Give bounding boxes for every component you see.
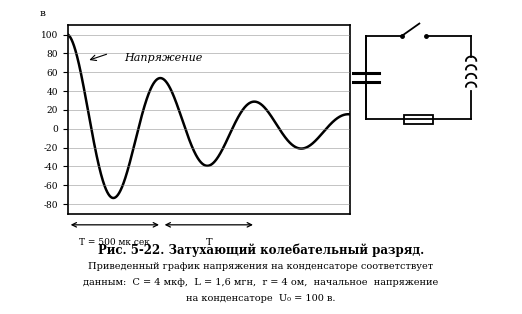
Bar (404, 115, 433, 124)
Text: Рис. 5-22. Затухающий колебательный разряд.: Рис. 5-22. Затухающий колебательный разр… (98, 243, 424, 257)
Text: T = 500 мк сек: T = 500 мк сек (79, 238, 150, 247)
Text: данным:  C = 4 мкф,  L = 1,6 мгн,  r = 4 ом,  начальное  напряжение: данным: C = 4 мкф, L = 1,6 мгн, r = 4 ом… (84, 278, 438, 287)
Text: на конденсаторе  U₀ = 100 в.: на конденсаторе U₀ = 100 в. (186, 294, 336, 303)
Text: Приведенный график напряжения на конденсаторе соответствует: Приведенный график напряжения на конденс… (88, 262, 434, 271)
Text: Напряжение: Напряжение (124, 53, 203, 63)
Text: T: T (206, 238, 212, 247)
Text: в: в (40, 8, 45, 18)
